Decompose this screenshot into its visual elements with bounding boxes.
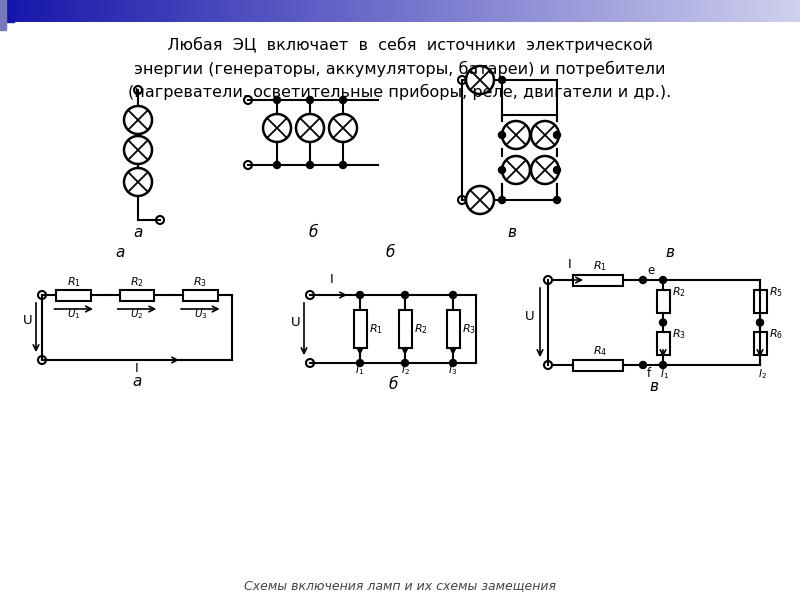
Circle shape — [306, 97, 314, 103]
Bar — [657, 290, 670, 313]
Circle shape — [498, 76, 506, 83]
Text: U: U — [23, 314, 33, 328]
Text: Любая  ЭЦ  включает  в  себя  источники  электрической
энергии (генераторы, акку: Любая ЭЦ включает в себя источники элект… — [128, 37, 672, 100]
Circle shape — [757, 319, 763, 326]
Bar — [398, 310, 411, 347]
Text: в: в — [650, 379, 658, 394]
Text: $R_3$: $R_3$ — [194, 275, 207, 289]
Circle shape — [274, 97, 281, 103]
Circle shape — [639, 277, 646, 283]
Text: $R_2$: $R_2$ — [414, 322, 428, 336]
Text: $R_3$: $R_3$ — [672, 328, 686, 341]
Circle shape — [639, 361, 646, 368]
Circle shape — [306, 161, 314, 169]
Text: $I_3$: $I_3$ — [449, 363, 458, 377]
Bar — [574, 359, 622, 370]
Circle shape — [357, 359, 363, 367]
Bar — [0, 0, 14, 22]
Circle shape — [659, 319, 666, 326]
Text: $R_2$: $R_2$ — [130, 275, 144, 289]
Text: $R_4$: $R_4$ — [593, 344, 607, 358]
Bar — [657, 332, 670, 355]
Text: а: а — [115, 245, 125, 260]
Text: I: I — [568, 258, 572, 271]
Circle shape — [450, 359, 457, 367]
Circle shape — [498, 131, 506, 139]
Text: $R_5$: $R_5$ — [769, 285, 783, 299]
Text: I: I — [135, 362, 139, 375]
Circle shape — [402, 292, 409, 298]
Circle shape — [554, 131, 561, 139]
Text: U: U — [525, 310, 535, 323]
Circle shape — [357, 292, 363, 298]
Text: I: I — [330, 273, 334, 286]
Text: $I_1$: $I_1$ — [661, 367, 670, 381]
Circle shape — [498, 166, 506, 173]
Circle shape — [339, 161, 346, 169]
Text: $I_1$: $I_1$ — [355, 363, 365, 377]
Text: в: в — [507, 225, 517, 240]
Text: $I_2$: $I_2$ — [401, 363, 410, 377]
Bar — [574, 275, 622, 286]
Text: $R_3$: $R_3$ — [462, 322, 476, 336]
Text: $R_1$: $R_1$ — [66, 275, 81, 289]
Bar — [56, 289, 91, 301]
Circle shape — [339, 97, 346, 103]
Bar — [354, 310, 366, 347]
Text: $R_6$: $R_6$ — [769, 328, 783, 341]
Circle shape — [402, 359, 409, 367]
Text: б: б — [308, 225, 318, 240]
Circle shape — [554, 196, 561, 203]
Bar — [754, 332, 766, 355]
Text: $U_2$: $U_2$ — [130, 307, 144, 321]
Bar — [446, 310, 459, 347]
Text: $U_1$: $U_1$ — [67, 307, 81, 321]
Circle shape — [498, 196, 506, 203]
Text: $R_1$: $R_1$ — [369, 322, 383, 336]
Bar — [0, 0, 6, 30]
Text: U: U — [291, 316, 301, 329]
Text: f: f — [647, 367, 651, 380]
Text: $R_1$: $R_1$ — [593, 259, 607, 273]
Circle shape — [450, 292, 457, 298]
Circle shape — [659, 361, 666, 368]
Bar — [754, 290, 766, 313]
Text: $U_3$: $U_3$ — [194, 307, 207, 321]
Circle shape — [554, 166, 561, 173]
Text: б: б — [386, 245, 394, 260]
Text: Схемы включения ламп и их схемы замещения: Схемы включения ламп и их схемы замещени… — [244, 579, 556, 592]
Text: б: б — [388, 377, 398, 392]
Text: а: а — [134, 225, 142, 240]
Text: $I_2$: $I_2$ — [758, 367, 766, 381]
Bar — [119, 289, 154, 301]
Text: e: e — [647, 264, 654, 277]
Circle shape — [659, 277, 666, 283]
Text: $R_2$: $R_2$ — [672, 285, 686, 299]
Text: в: в — [666, 245, 674, 260]
Text: а: а — [132, 374, 142, 389]
Bar — [183, 289, 218, 301]
Circle shape — [274, 161, 281, 169]
